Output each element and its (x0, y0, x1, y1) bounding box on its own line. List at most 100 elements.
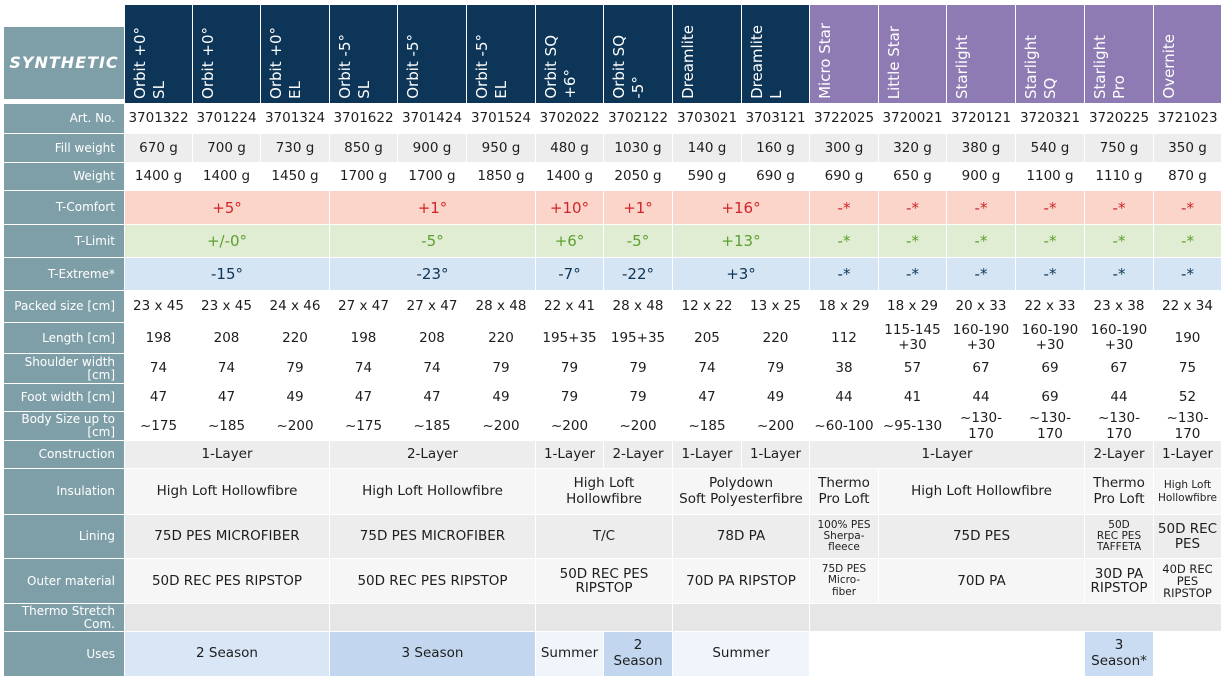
value-cell: -7° (536, 258, 603, 290)
cell-value: -* (906, 198, 919, 217)
value-cell: +13° (673, 225, 809, 257)
value-cell: ~130-170 (1154, 412, 1221, 440)
cell-value: 650 g (893, 168, 932, 185)
cell-value: 1700 g (339, 168, 388, 185)
value-cell: -* (947, 191, 1015, 224)
column-header-label: Orbit -5° EL (473, 34, 510, 99)
cell-value: 41 (903, 389, 922, 406)
value-cell: -23° (330, 258, 535, 290)
column-header-label: Dreamlite (679, 25, 697, 99)
cell-value: 52 (1178, 389, 1197, 406)
cell-value: +6° (554, 232, 585, 250)
row-label: Body Size up to [cm] (4, 412, 124, 440)
value-cell: -15° (125, 258, 329, 290)
value-cell: 1400 g (125, 163, 192, 190)
value-cell: 49 (742, 384, 809, 411)
value-cell: +1° (604, 191, 672, 224)
value-cell: 205 (673, 323, 741, 353)
cell-value: ~200 (550, 417, 589, 434)
cell-value: 208 (213, 329, 240, 346)
value-cell: 74 (673, 354, 741, 383)
value-cell: 24 x 46 (261, 291, 329, 322)
column-header: Dreamlite L (742, 5, 809, 103)
cell-value: 1400 g (545, 168, 594, 185)
cell-value: -* (974, 232, 988, 250)
cell-value: +1° (417, 198, 448, 217)
cell-value: High Loft Hollowfibre (911, 482, 1052, 499)
row-label-text: Art. No. (69, 111, 115, 126)
cell-value: 2 Season (196, 645, 258, 662)
cell-value: 24 x 46 (269, 298, 321, 315)
value-cell: 28 x 48 (467, 291, 535, 322)
cell-value: -* (974, 198, 988, 217)
column-header: Orbit +0° EL (261, 5, 329, 103)
cell-value: 75D PES (952, 528, 1011, 545)
column-header-label: Orbit -5° SL (336, 34, 373, 99)
row-label-text: Thermo Stretch Com. (21, 604, 115, 631)
column-header: Micro Star (810, 5, 878, 103)
value-cell: -* (810, 191, 878, 224)
value-cell: 195+35 (536, 323, 603, 353)
cell-value: 79 (766, 360, 785, 377)
row-label-text: Length [cm] (42, 330, 115, 345)
cell-value: +10° (549, 198, 590, 217)
cell-value: 27 x 47 (406, 298, 458, 315)
value-cell: 49 (467, 384, 535, 411)
cell-value: -* (1181, 198, 1194, 217)
value-cell: 12 x 22 (673, 291, 741, 322)
column-header: Orbit SQ +6° (536, 5, 603, 103)
value-cell: 1-Layer (125, 441, 329, 468)
cell-value: 1850 g (477, 168, 525, 185)
value-cell: 79 (742, 354, 809, 383)
value-cell: 3722025 (810, 104, 878, 133)
value-cell: 1-Layer (536, 441, 603, 468)
cell-value: 40D REC PES RIPSTOP (1162, 561, 1213, 601)
cell-value: 3721023 (1157, 110, 1218, 127)
value-cell: 2-Layer (604, 441, 672, 468)
value-cell: 44 (1085, 384, 1153, 411)
row-label: Construction (4, 441, 124, 468)
column-header: Orbit +0° (193, 5, 260, 103)
column-header: Orbit -5° EL (467, 5, 535, 103)
cell-value: 1-Layer (749, 446, 802, 463)
cell-value: 3722025 (813, 110, 875, 127)
row-label-text: Insulation (56, 484, 115, 499)
value-cell: 22 x 41 (536, 291, 603, 322)
value-cell: 40D REC PES RIPSTOP (1154, 559, 1221, 603)
value-cell: 50D REC PES RIPSTOP (330, 559, 535, 603)
row-label-text: Fill weight (54, 140, 115, 155)
value-cell: 44 (947, 384, 1015, 411)
empty-cell (673, 604, 809, 631)
cell-value: 3 Season* (1091, 637, 1147, 669)
cell-value: 320 g (893, 139, 932, 156)
cell-value: 112 (831, 329, 857, 346)
value-cell: 57 (879, 354, 946, 383)
cell-value: 79 (286, 360, 304, 377)
value-cell: 112 (810, 323, 878, 353)
value-cell: 750 g (1085, 134, 1153, 162)
value-cell: 3701424 (398, 104, 466, 133)
value-cell: ~200 (536, 412, 603, 440)
value-cell: 50D REC PES TAFFETA (1085, 515, 1153, 558)
column-header-label: Micro Star (816, 23, 834, 99)
row-label-text: Shoulder width [cm] (24, 354, 115, 382)
value-cell: 900 g (947, 163, 1015, 190)
cell-value: 47 (217, 389, 236, 406)
cell-value: Thermo Pro Loft (818, 474, 870, 507)
value-cell: ~200 (467, 412, 535, 440)
cell-value: 3702022 (539, 110, 600, 127)
value-cell: 22 x 33 (1016, 291, 1084, 322)
value-cell: 69 (1016, 354, 1084, 383)
value-cell: 2 Season (604, 632, 672, 676)
value-cell: ~60-100 (810, 412, 878, 440)
cell-value: 380 g (961, 139, 1001, 156)
value-cell: 1-Layer (673, 441, 741, 468)
value-cell: 3703021 (673, 104, 741, 133)
value-cell: 3701524 (467, 104, 535, 133)
row-label-text: T-Extreme* (47, 266, 115, 281)
value-cell: 690 g (810, 163, 878, 190)
cell-value: -15° (211, 265, 243, 283)
cell-value: 1-Layer (681, 446, 733, 463)
value-cell: 540 g (1016, 134, 1084, 162)
